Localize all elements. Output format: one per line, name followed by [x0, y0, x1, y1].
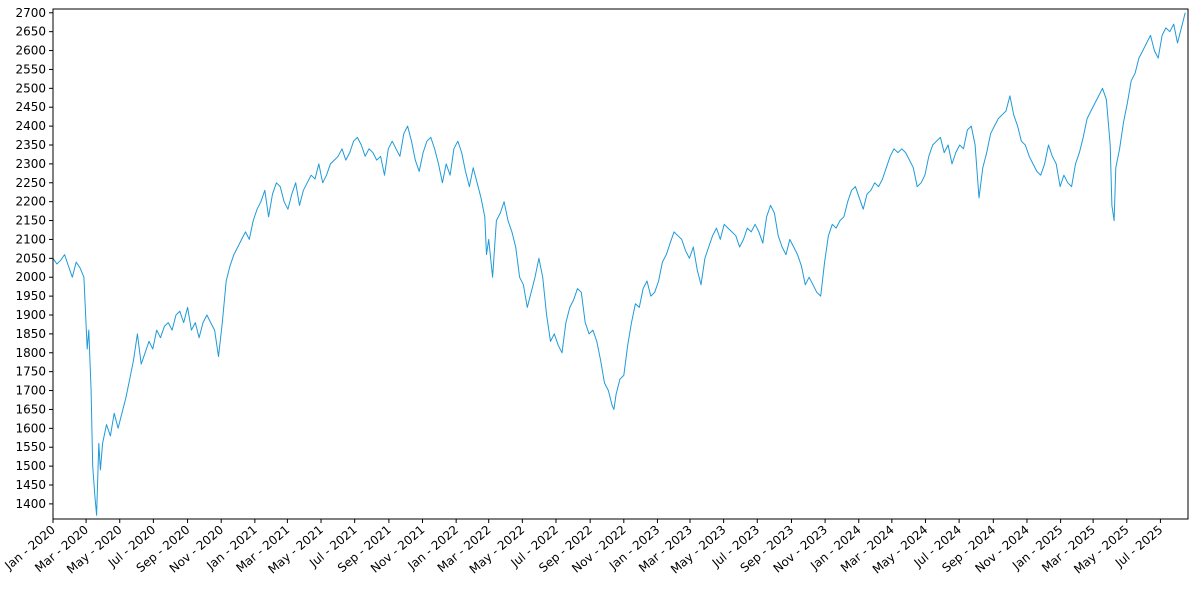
- y-tick-label: 2450: [15, 100, 46, 114]
- y-tick-label: 1750: [15, 365, 46, 379]
- y-tick-label: 2350: [15, 138, 46, 152]
- y-tick-label: 1900: [15, 308, 46, 322]
- y-axis: 1400 1450 1500 1550 1600 1650 1700 1750 1800 1850…: [15, 6, 53, 511]
- y-tick-label: 2650: [15, 25, 46, 39]
- y-tick-label: 1400: [15, 497, 46, 511]
- y-tick-label: 1600: [15, 421, 46, 435]
- y-tick-label: 2600: [15, 44, 46, 58]
- y-tick-label: 1550: [15, 440, 46, 454]
- y-tick-label: 2400: [15, 119, 46, 133]
- y-tick-label: 2100: [15, 232, 46, 246]
- y-tick-label: 2000: [15, 270, 46, 284]
- y-tick-label: 2300: [15, 157, 46, 171]
- y-tick-label: 2200: [15, 195, 46, 209]
- y-tick-label: 1850: [15, 327, 46, 341]
- y-tick-label: 1800: [15, 346, 46, 360]
- y-tick-label: 1650: [15, 402, 46, 416]
- y-tick-label: 2050: [15, 251, 46, 265]
- y-tick-label: 1950: [15, 289, 46, 303]
- y-tick-label: 1500: [15, 459, 46, 473]
- y-tick-label: 2700: [15, 6, 46, 20]
- y-tick-label: 2150: [15, 214, 46, 228]
- y-tick-label: 1450: [15, 478, 46, 492]
- y-tick-label: 2500: [15, 81, 46, 95]
- y-tick-label: 2250: [15, 176, 46, 190]
- y-tick-label: 1700: [15, 384, 46, 398]
- series-line-0: [52, 12, 1186, 516]
- price-series-line: [52, 12, 1186, 516]
- y-tick-label: 2550: [15, 62, 46, 76]
- plot-frame: [52, 8, 1189, 520]
